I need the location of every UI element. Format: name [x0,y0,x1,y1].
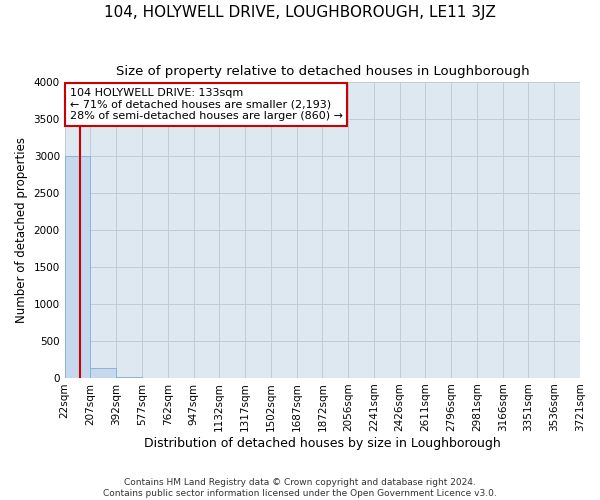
Text: 104 HOLYWELL DRIVE: 133sqm
← 71% of detached houses are smaller (2,193)
28% of s: 104 HOLYWELL DRIVE: 133sqm ← 71% of deta… [70,88,343,121]
Text: 104, HOLYWELL DRIVE, LOUGHBOROUGH, LE11 3JZ: 104, HOLYWELL DRIVE, LOUGHBOROUGH, LE11 … [104,5,496,20]
Y-axis label: Number of detached properties: Number of detached properties [15,137,28,323]
X-axis label: Distribution of detached houses by size in Loughborough: Distribution of detached houses by size … [144,437,501,450]
Title: Size of property relative to detached houses in Loughborough: Size of property relative to detached ho… [116,65,529,78]
Bar [91,368,116,378]
Text: Contains HM Land Registry data © Crown copyright and database right 2024.
Contai: Contains HM Land Registry data © Crown c… [103,478,497,498]
Bar [65,156,91,378]
